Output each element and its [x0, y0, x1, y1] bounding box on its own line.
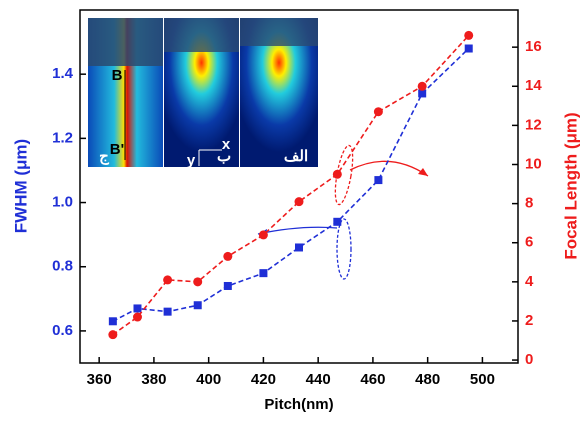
point [193, 301, 202, 310]
y2-tick-label: 16 [525, 38, 542, 55]
x-tick-label: 400 [196, 371, 221, 388]
point [258, 230, 268, 240]
y2-tick-label: 2 [525, 312, 533, 329]
inset-label: y [187, 152, 196, 169]
y2-tick-label: 12 [525, 116, 542, 133]
x-tick-label: 500 [470, 371, 495, 388]
y-tick-label: 0.6 [52, 322, 73, 339]
point [374, 176, 383, 185]
inset-lattice [164, 18, 239, 52]
point [417, 81, 427, 91]
x-tick-label: 420 [251, 371, 276, 388]
y2-tick-label: 8 [525, 195, 533, 212]
inset-lattice [240, 18, 318, 46]
point [332, 169, 342, 179]
inset-label: ج [99, 148, 109, 165]
arrow-head [418, 168, 428, 176]
x-axis-label: Pitch(nm) [264, 396, 333, 413]
y2-tick-label: 10 [525, 155, 542, 172]
point [193, 277, 203, 287]
y2-tick-label: 6 [525, 234, 533, 251]
arrow [257, 226, 338, 235]
inset-label: B [112, 67, 123, 84]
point [294, 197, 304, 207]
x-tick-label: 440 [306, 371, 331, 388]
series-line [112, 34, 470, 336]
point [259, 269, 268, 278]
arrow [349, 160, 429, 177]
inset-label: الف [284, 148, 308, 165]
y2-tick-label: 0 [525, 351, 533, 368]
inset-lattice [88, 18, 163, 66]
point [108, 317, 117, 326]
point [464, 30, 474, 40]
x-tick-label: 460 [360, 371, 385, 388]
inset-label: ب [217, 148, 231, 165]
inset-label: B' [110, 141, 124, 158]
y-axis-label: FWHM (μm) [11, 139, 30, 233]
point [333, 217, 342, 226]
point [163, 275, 173, 285]
point [373, 107, 383, 117]
y-tick-label: 1.2 [52, 129, 73, 146]
point [132, 312, 142, 322]
series-ellipse [334, 144, 354, 206]
y2-tick-label: 14 [525, 77, 542, 94]
y-tick-label: 0.8 [52, 258, 73, 275]
point [223, 281, 232, 290]
inset-label: x [222, 136, 231, 153]
x-tick-label: 360 [87, 371, 112, 388]
x-tick-label: 380 [141, 371, 166, 388]
y2-tick-label: 4 [525, 273, 534, 290]
point [418, 89, 427, 98]
point [163, 307, 172, 316]
y-tick-label: 1.4 [52, 65, 74, 82]
point [295, 243, 303, 252]
plot-frame [79, 9, 519, 364]
point [464, 44, 473, 53]
point [133, 304, 142, 313]
y2-axis-label: Focal Length (μm) [561, 112, 580, 259]
inset [88, 18, 318, 167]
series-ellipse [336, 218, 352, 280]
point [108, 330, 118, 340]
x-tick-label: 480 [415, 371, 440, 388]
point [223, 251, 233, 261]
y-tick-label: 1.0 [52, 194, 73, 211]
